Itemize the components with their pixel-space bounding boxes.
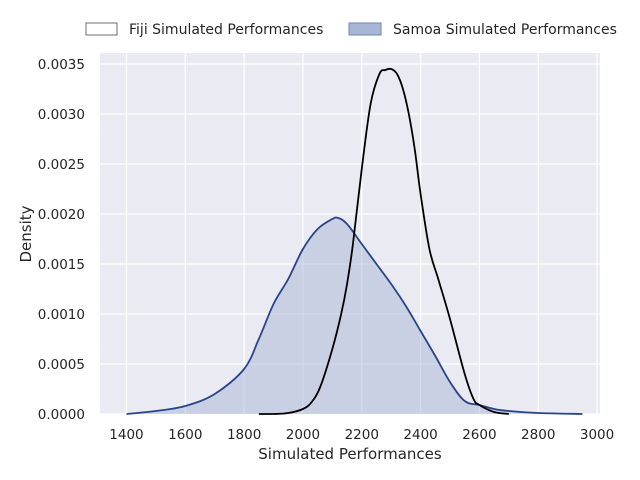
y-tick-label: 0.0015 <box>38 257 85 273</box>
legend-swatch-samoa <box>348 22 382 36</box>
legend-label-fiji: Fiji Simulated Performances <box>129 22 323 38</box>
y-tick-label: 0.0020 <box>38 207 85 223</box>
x-tick-label: 2400 <box>403 427 437 443</box>
y-tick-label: 0.0010 <box>38 307 85 323</box>
x-tick-label: 1400 <box>109 427 143 443</box>
y-axis-title: Density <box>17 205 35 262</box>
x-tick-label: 2000 <box>286 427 320 443</box>
x-tick-label: 2600 <box>462 427 496 443</box>
y-tick-label: 0.0030 <box>38 107 85 123</box>
series-area-samoa <box>126 217 583 414</box>
legend: Fiji Simulated Performances Samoa Simula… <box>85 22 617 38</box>
y-tick-label: 0.0035 <box>38 57 85 73</box>
x-tick-labels: 1400 1600 1800 2000 2200 2400 2600 2800 3000 <box>109 427 614 443</box>
legend-label-samoa: Samoa Simulated Performances <box>393 22 617 38</box>
y-tick-label: 0.0005 <box>38 357 85 373</box>
x-tick-label: 1600 <box>168 427 202 443</box>
x-tick-label: 1800 <box>227 427 261 443</box>
x-tick-label: 2800 <box>521 427 555 443</box>
legend-swatch-fiji <box>85 22 118 36</box>
y-tick-labels: 0.0000 0.0005 0.0010 0.0015 0.0020 0.0025 0.00… <box>38 57 85 423</box>
series-line-fiji <box>258 67 509 415</box>
x-tick-label: 3000 <box>580 427 614 443</box>
series-layer <box>126 67 583 415</box>
y-tick-label: 0.0000 <box>38 407 85 423</box>
x-tick-label: 2200 <box>345 427 379 443</box>
y-tick-label: 0.0025 <box>38 157 85 173</box>
x-axis-title: Simulated Performances <box>258 445 442 463</box>
